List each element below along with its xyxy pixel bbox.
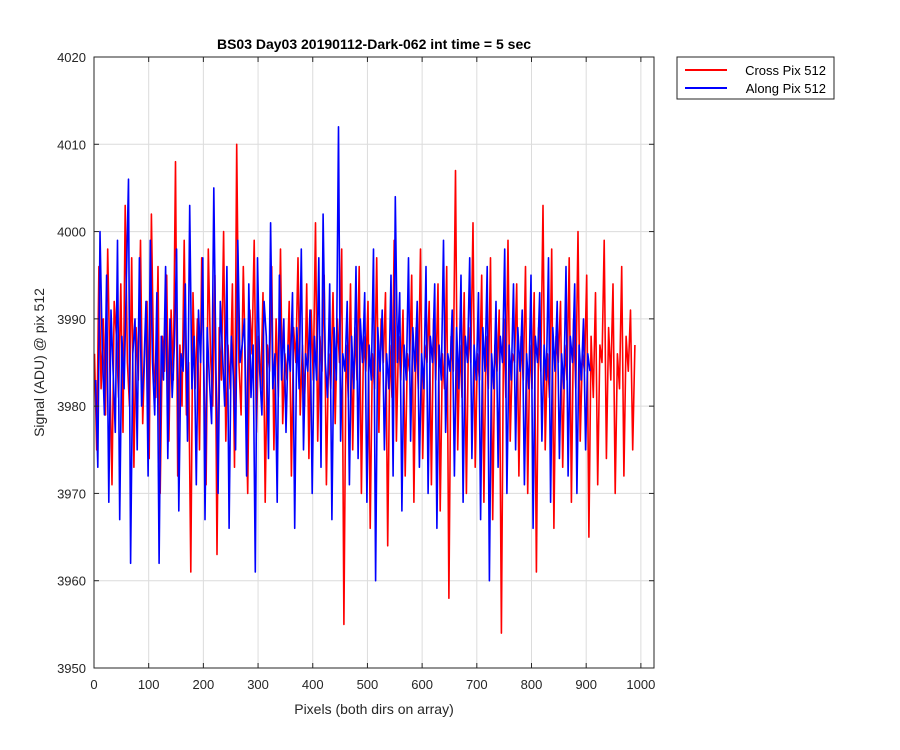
ticks: 0 100 200 300 400 500 600 700 800 900 1000 3950 3960… [57, 50, 655, 692]
x-axis-label: Pixels (both dirs on array) [294, 701, 454, 717]
y-tick-label: 4020 [57, 50, 86, 65]
y-tick-label: 3970 [57, 486, 86, 501]
y-tick-label: 3960 [57, 574, 86, 589]
legend-label-along: Along Pix 512 [746, 81, 826, 96]
y-tick-label: 3950 [57, 661, 86, 676]
y-tick-label: 3990 [57, 312, 86, 327]
x-tick-label: 100 [138, 677, 160, 692]
x-tick-label: 900 [575, 677, 597, 692]
y-tick-label: 4010 [57, 137, 86, 152]
x-tick-label: 800 [521, 677, 543, 692]
x-tick-label: 1000 [626, 677, 655, 692]
plot-frame [93, 56, 655, 669]
series-layer [94, 126, 636, 634]
chart-title: BS03 Day03 20190112-Dark-062 int time = … [217, 36, 531, 52]
y-axis-label: Signal (ADU) @ pix 512 [31, 288, 47, 437]
series-line-1 [94, 126, 591, 582]
x-tick-label: 600 [411, 677, 433, 692]
x-tick-label: 0 [90, 677, 97, 692]
x-tick-label: 500 [357, 677, 379, 692]
x-tick-label: 400 [302, 677, 324, 692]
legend-label-cross: Cross Pix 512 [745, 63, 826, 78]
x-tick-label: 700 [466, 677, 488, 692]
legend: Cross Pix 512 Along Pix 512 [676, 56, 835, 100]
x-tick-label: 300 [247, 677, 269, 692]
y-tick-label: 4000 [57, 225, 86, 240]
x-tick-label: 200 [193, 677, 215, 692]
y-tick-label: 3980 [57, 399, 86, 414]
legend-box [676, 56, 835, 100]
